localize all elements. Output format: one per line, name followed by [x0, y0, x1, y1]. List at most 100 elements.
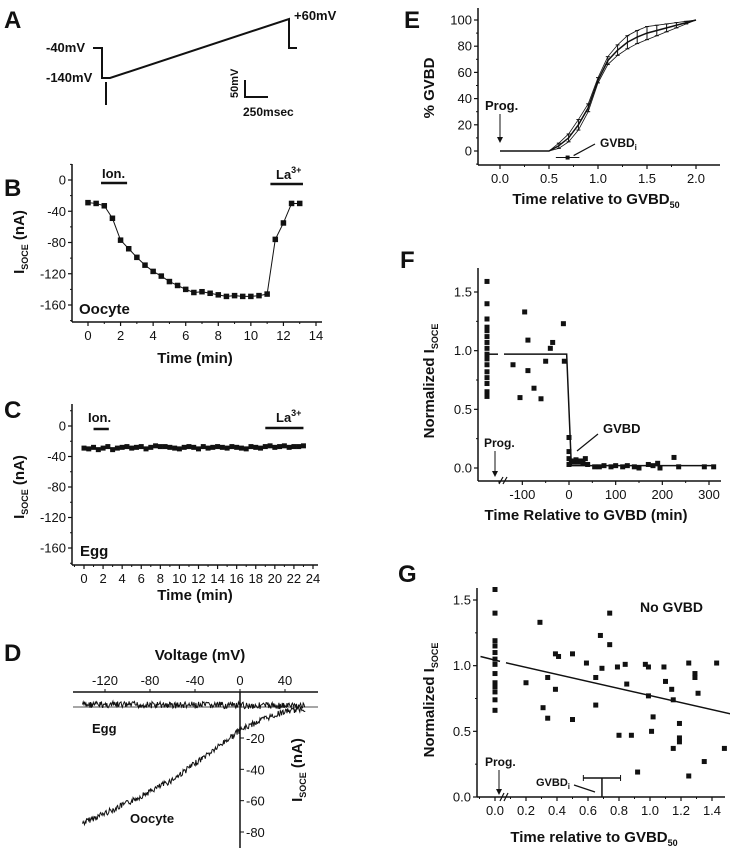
y-tick-label: -120	[40, 266, 66, 281]
data-point	[238, 445, 244, 451]
data-point	[599, 665, 605, 671]
y-tick-label: 40	[458, 91, 472, 106]
x-tick-label: 24	[306, 571, 320, 586]
x-tick-label: 20	[268, 571, 282, 586]
data-point	[676, 735, 682, 741]
data-point	[645, 664, 651, 670]
ionomycin-label: Ion.	[88, 410, 111, 425]
x-tick-label: 0	[236, 673, 243, 688]
x-tick-label: 1.2	[672, 803, 690, 818]
data-point	[484, 345, 490, 351]
data-point	[492, 586, 498, 592]
data-point	[210, 444, 216, 450]
data-point	[566, 461, 572, 467]
data-point	[645, 461, 651, 467]
data-point	[256, 292, 262, 299]
data-point	[93, 200, 99, 207]
data-point	[556, 653, 562, 659]
data-point	[560, 321, 566, 327]
data-point	[531, 385, 537, 391]
data-point	[663, 678, 668, 684]
data-point	[191, 444, 197, 450]
data-point	[253, 444, 259, 450]
data-point	[596, 464, 602, 470]
data-point	[616, 732, 622, 738]
data-point	[207, 290, 213, 297]
prog-arrowhead	[496, 789, 502, 795]
data-point	[614, 664, 620, 670]
y-tick-label: -160	[40, 541, 66, 556]
data-point	[583, 660, 589, 666]
data-point	[172, 445, 178, 451]
data-point	[522, 309, 528, 315]
data-point	[484, 389, 490, 395]
data-point	[484, 324, 490, 330]
trace-label-egg: Egg	[92, 721, 117, 736]
data-point	[655, 460, 661, 466]
y-tick-label: -60	[246, 794, 265, 809]
protocol-trace	[93, 17, 297, 79]
prog-label: Prog.	[484, 436, 515, 450]
data-point	[570, 717, 575, 723]
panel-e-gvbd-timecourse: 0 20 40 60 80 100 0.0 0.5 1.0 1.5 2.0 GVBDi Prog. % G…	[421, 8, 720, 210]
data-point	[85, 199, 91, 206]
data-point	[545, 715, 551, 721]
data-point	[200, 444, 206, 450]
data-point	[153, 443, 159, 449]
x-tick-label: -40	[186, 673, 205, 688]
y-axis-title: ISOCE (nA)	[289, 738, 308, 802]
data-point	[592, 464, 598, 470]
data-point	[550, 339, 556, 345]
axis-break-mark	[499, 792, 505, 802]
data-point	[215, 444, 221, 450]
data-point	[199, 288, 205, 295]
gvbdi-pointer	[573, 143, 596, 157]
panel-letter-f: F	[400, 247, 415, 274]
data-point	[484, 328, 490, 334]
data-point	[538, 396, 544, 402]
data-point	[484, 339, 490, 345]
scale-bar-time: 250msec	[243, 105, 294, 119]
y-tick-label: 80	[458, 39, 472, 54]
x-tick-label: 2	[117, 328, 124, 343]
data-point	[219, 444, 225, 450]
data-point	[597, 632, 603, 638]
gvbd-pointer	[576, 433, 599, 452]
data-point	[525, 337, 531, 343]
panel-letter-e: E	[404, 7, 420, 34]
data-point	[635, 769, 641, 775]
gvbdi-label: GVBDi	[536, 777, 570, 791]
data-point	[523, 680, 529, 686]
trace-oocyte	[82, 705, 306, 827]
data-point	[215, 292, 222, 298]
y-tick-label: 100	[450, 13, 472, 28]
data-point	[124, 444, 130, 450]
y-tick-label: 0	[59, 173, 66, 188]
y-tick-label: 1.0	[453, 658, 471, 673]
data-point	[711, 464, 717, 470]
y-tick-label: -20	[246, 731, 265, 746]
data-point	[288, 200, 295, 207]
x-tick-label: 6	[138, 571, 145, 586]
data-point	[484, 362, 490, 368]
data-point	[492, 661, 498, 667]
x-tick-label: 0.8	[610, 803, 628, 818]
data-point	[484, 301, 490, 307]
data-point	[537, 619, 543, 625]
data-point	[686, 660, 692, 666]
data-point	[492, 671, 498, 677]
data-point	[196, 446, 201, 452]
y-tick-label: -80	[47, 235, 66, 250]
x-tick-label: 300	[698, 487, 720, 502]
x-tick-label: 8	[215, 328, 222, 343]
data-point	[686, 773, 692, 779]
x-tick-label: -120	[92, 673, 118, 688]
x-axis-title: Time relative to GVBD50	[510, 829, 677, 848]
x-tick-label: 1.0	[641, 803, 659, 818]
fit-line-segment	[480, 655, 501, 663]
data-point	[119, 444, 125, 450]
data-point	[566, 434, 572, 440]
x-tick-label: 200	[651, 487, 673, 502]
data-point	[125, 246, 132, 252]
axis-break-mark	[502, 476, 508, 485]
